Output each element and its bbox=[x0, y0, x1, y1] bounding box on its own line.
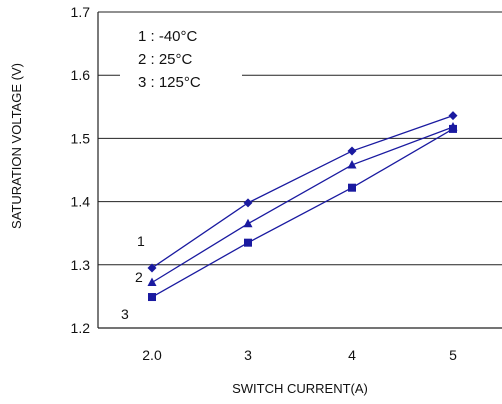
x-tick-label: 4 bbox=[348, 347, 356, 363]
series-1-line bbox=[151, 115, 454, 269]
series-3-point bbox=[244, 238, 252, 247]
y-tick-label: 1.3 bbox=[71, 257, 91, 273]
x-tick-label: 2.0 bbox=[142, 347, 162, 363]
series-3-line bbox=[151, 128, 454, 298]
series-1-point bbox=[448, 111, 458, 121]
y-tick-label: 1.7 bbox=[71, 4, 91, 20]
x-axis-label: SWITCH CURRENT(A) bbox=[232, 381, 368, 396]
series-1-point bbox=[147, 263, 157, 273]
y-tick-label: 1.5 bbox=[71, 130, 91, 146]
series-2-point bbox=[347, 159, 357, 169]
series-2-label: 2 bbox=[135, 269, 143, 285]
y-tick-label: 1.2 bbox=[71, 320, 91, 336]
legend-entry-2: 2 : 25°C bbox=[138, 51, 193, 68]
y-axis-label: SATURATION VOLTAGE (V) bbox=[9, 63, 24, 229]
series-3-point bbox=[348, 183, 356, 192]
legend-entry-1: 1 : -40°C bbox=[138, 28, 198, 45]
series-1-point bbox=[243, 198, 253, 208]
series-1-point bbox=[347, 146, 357, 156]
x-tick-label: 3 bbox=[244, 347, 252, 363]
series-2-point bbox=[147, 277, 157, 286]
y-tick-label: 1.4 bbox=[71, 194, 91, 210]
legend-box bbox=[120, 22, 242, 96]
y-tick-label: 1.6 bbox=[71, 67, 91, 83]
series-1-label: 1 bbox=[137, 233, 145, 249]
legend-entry-3: 3 : 125°C bbox=[138, 74, 201, 91]
series-2-line bbox=[151, 126, 454, 284]
x-tick-label: 5 bbox=[449, 347, 457, 363]
series-3-label: 3 bbox=[121, 306, 129, 322]
series-2-point bbox=[243, 218, 253, 228]
series-3-point bbox=[148, 293, 156, 302]
series-3-point bbox=[449, 124, 457, 133]
